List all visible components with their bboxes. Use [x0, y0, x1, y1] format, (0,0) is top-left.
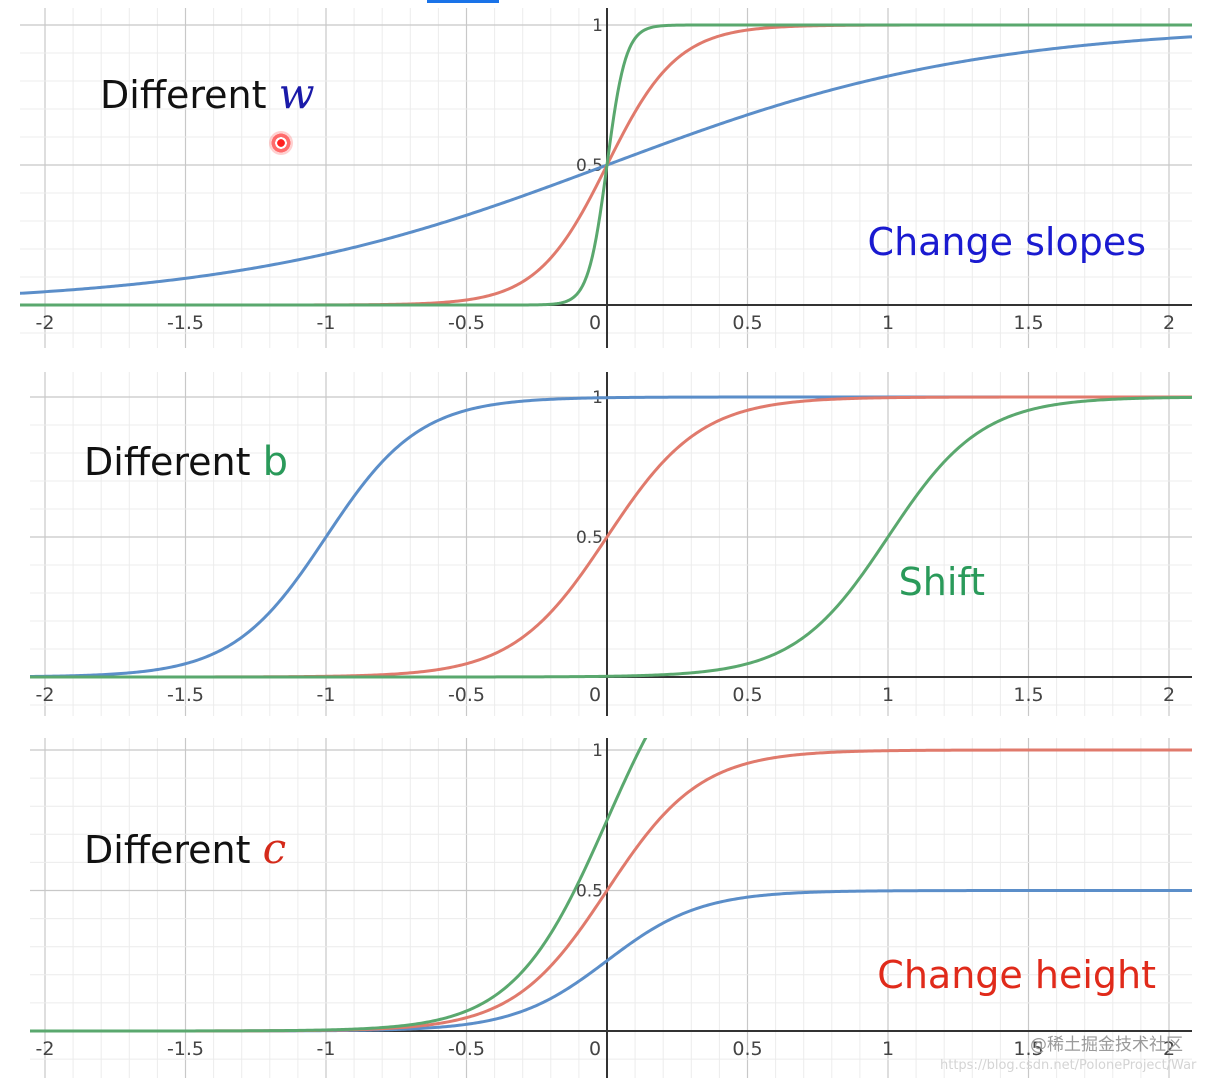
- panel-title-variable: c: [263, 824, 287, 873]
- series-line-green: [30, 738, 648, 1033]
- series-line-green: [20, 23, 1192, 307]
- x-tick-label: 0: [589, 1038, 601, 1060]
- x-tick-label: -2: [36, 684, 55, 706]
- y-tick-label: 0.5: [576, 528, 603, 548]
- panel-title-variable: b: [263, 439, 288, 485]
- x-tick-label: 0: [589, 312, 601, 334]
- watermark: @稀土掘金技术社区: [1030, 1030, 1183, 1055]
- panel-different-c: -2 -1.5 -1 -0.5 0 0.5 1 1.5 2 0.5 1 Different c Chan…: [30, 738, 1192, 1078]
- watermark-url-text: https://blog.csdn.net/PoloneProject/War: [940, 1058, 1197, 1073]
- x-tick-label: 0: [589, 684, 601, 706]
- panel-annotation: Shift: [899, 560, 985, 604]
- x-tick-label: -1.5: [167, 684, 204, 706]
- panel-title: Different w: [100, 69, 315, 118]
- x-tick-label: -2: [36, 312, 55, 334]
- grid: [30, 738, 1192, 1078]
- x-tick-label: -1: [317, 312, 336, 334]
- x-tick-label: -0.5: [448, 312, 485, 334]
- x-tick-label: -1: [317, 684, 336, 706]
- watermark-url: https://blog.csdn.net/PoloneProject/War: [940, 1054, 1196, 1073]
- panel-title: Different b: [84, 439, 288, 485]
- x-tick-label: -0.5: [448, 1038, 485, 1060]
- x-tick-label: 2: [1163, 1038, 1175, 1060]
- grid: [30, 372, 1192, 716]
- x-tick-label: 0.5: [732, 1038, 762, 1060]
- x-tick-label: -2: [36, 1038, 55, 1060]
- x-tick-label: 1: [882, 1038, 894, 1060]
- x-tick-label: 2: [1163, 684, 1175, 706]
- x-tick-label: -1.5: [167, 1038, 204, 1060]
- panel-title: Different c: [84, 824, 286, 873]
- watermark-text: @稀土掘金技术社区: [1030, 1035, 1183, 1055]
- panel-different-w: -2 -1.5 -1 -0.5 0 0.5 1 1.5 2 0.5 1 Different w Chan…: [20, 8, 1192, 348]
- x-tick-label: 1.5: [1013, 1038, 1043, 1060]
- y-tick-label: 1: [592, 741, 603, 761]
- series-line-green: [30, 395, 1192, 679]
- x-tick-label: 1: [882, 312, 894, 334]
- x-tick-label: 2: [1163, 312, 1175, 334]
- x-tick-label: -1: [317, 1038, 336, 1060]
- panel-title-word: Different: [84, 828, 263, 872]
- x-tick-label: 0.5: [732, 312, 762, 334]
- y-tick-label: 0.5: [576, 882, 603, 902]
- panel-title-variable: w: [279, 69, 315, 118]
- x-tick-label: -0.5: [448, 684, 485, 706]
- x-tick-label: -1.5: [167, 312, 204, 334]
- panel-title-word: Different: [100, 73, 279, 117]
- top-accent-bar: [427, 0, 499, 3]
- cursor-highlight-icon: [269, 131, 293, 155]
- x-tick-label: 1.5: [1013, 312, 1043, 334]
- panel-title-word: Different: [84, 440, 263, 484]
- x-tick-label: 1: [882, 684, 894, 706]
- panel-annotation: Change slopes: [868, 220, 1146, 264]
- x-tick-label: 1.5: [1013, 684, 1043, 706]
- x-tick-label: 0.5: [732, 684, 762, 706]
- y-tick-label: 1: [592, 16, 603, 36]
- panel-annotation: Change height: [877, 953, 1156, 997]
- y-tick-label: 0.5: [576, 156, 603, 176]
